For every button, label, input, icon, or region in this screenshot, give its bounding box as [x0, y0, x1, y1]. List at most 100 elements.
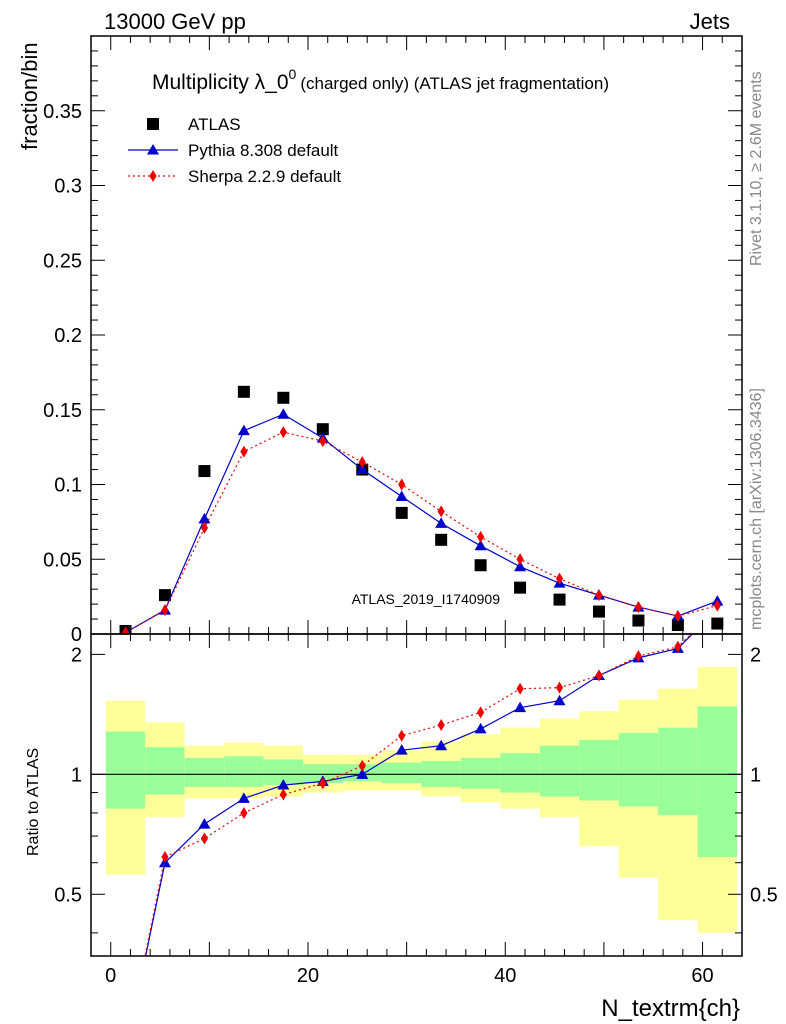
chart-title: Multiplicity λ_00 (charged only) (ATLAS j… — [152, 66, 609, 94]
ratio-data-point — [277, 779, 290, 790]
data-point — [671, 619, 684, 632]
data-point — [553, 593, 566, 606]
ratio-data-point — [674, 640, 682, 653]
legend-marker — [147, 144, 159, 155]
data-point — [277, 391, 290, 404]
y-axis-label: fraction/bin — [17, 42, 42, 150]
data-point — [634, 601, 643, 614]
data-point — [395, 490, 408, 501]
ratio-data-point — [198, 818, 211, 829]
header-left: 13000 GeV pp — [104, 9, 246, 34]
data-point — [595, 589, 603, 602]
x-tick-label: 60 — [691, 965, 713, 987]
ratio-data-point — [555, 681, 564, 694]
data-point — [395, 506, 408, 519]
ratio-data-point — [435, 739, 448, 751]
ratio-data-point — [358, 759, 366, 772]
ratio-plot-frame — [90, 633, 743, 957]
data-point — [713, 599, 721, 612]
x-axis-label: N_textrm{ch} — [601, 995, 740, 1022]
ratio-y-axis-label: Ratio to ATLAS — [25, 748, 42, 856]
ratio-band-inner — [658, 727, 698, 816]
data-point — [161, 604, 169, 617]
watermark: ATLAS_2019_I1740909 — [352, 591, 501, 607]
ratio-y-tick-label: 1 — [71, 764, 82, 786]
data-point — [121, 626, 130, 634]
data-point — [711, 617, 724, 630]
ratio-band-inner — [224, 756, 264, 787]
data-point — [437, 505, 445, 518]
y-tick-label: 0.3 — [54, 176, 82, 198]
ratio-data-point — [356, 768, 369, 779]
data-point — [632, 614, 645, 627]
ratio-data-point — [437, 718, 445, 731]
ratio-band-inner — [381, 762, 422, 784]
data-point — [200, 521, 209, 534]
legend-label: ATLAS — [188, 115, 241, 134]
ratio-y-tick-label: 2 — [71, 644, 82, 666]
data-point — [435, 533, 448, 546]
ratio-data-point — [398, 729, 406, 742]
data-point — [240, 445, 248, 458]
ratio-series-line — [145, 634, 694, 956]
legend-label: Pythia 8.308 default — [188, 141, 339, 160]
ratio-data-point — [474, 722, 487, 734]
ratio-band-inner — [618, 732, 659, 807]
y-tick-label: 0.25 — [43, 250, 82, 272]
legend-marker — [147, 118, 159, 130]
data-point — [555, 572, 564, 585]
data-point — [358, 456, 366, 469]
ratio-band-inner — [460, 757, 501, 789]
ratio-data-point — [279, 788, 287, 801]
ratio-data-point — [237, 792, 250, 803]
data-point — [435, 517, 448, 528]
ratio-y-tick-label: 0.5 — [54, 884, 82, 906]
ratio-y-tick-label-right: 1 — [750, 764, 761, 786]
y-tick-label: 0.2 — [54, 325, 82, 347]
data-point — [477, 530, 485, 543]
ratio-band-inner — [539, 745, 580, 797]
data-point — [319, 435, 327, 448]
ratio-data-point — [634, 650, 643, 663]
data-point — [592, 605, 605, 618]
ratio-y-tick-label-right: 2 — [750, 644, 761, 666]
ratio-data-point — [240, 806, 248, 819]
series-line — [125, 413, 718, 634]
ratio-data-point — [161, 851, 169, 864]
ratio-band-inner — [105, 731, 146, 809]
y-tick-label: 0.1 — [54, 475, 82, 497]
ratio-band-inner — [579, 739, 619, 801]
x-tick-label: 20 — [297, 965, 319, 987]
ratio-data-point — [516, 682, 524, 695]
ratio-band-inner — [184, 757, 225, 787]
data-point — [198, 465, 211, 478]
data-point — [277, 408, 290, 419]
ratio-band-inner — [500, 753, 540, 793]
x-tick-label: 0 — [105, 965, 116, 987]
data-point — [237, 424, 250, 436]
ratio-band-inner — [145, 747, 185, 795]
legend: ATLAS Pythia 8.308 default Sherpa 2.2.9 de… — [128, 115, 341, 186]
data-point — [474, 559, 487, 572]
x-tick-label: 40 — [494, 965, 516, 987]
data-point — [279, 426, 287, 439]
y-tick-label: 0.05 — [43, 549, 82, 571]
header-right: Jets — [690, 9, 730, 34]
ratio-data-point — [595, 669, 603, 682]
data-point — [516, 553, 524, 566]
y-tick-label: 0.15 — [43, 400, 82, 422]
data-point — [514, 560, 527, 572]
data-point — [198, 512, 211, 524]
y-tick-label: 0.35 — [43, 101, 82, 123]
ratio-y-tick-label-right: 0.5 — [750, 884, 778, 906]
data-point — [514, 581, 527, 594]
ratio-data-point — [395, 744, 408, 755]
ratio-data-point — [200, 832, 209, 845]
ratio-data-point — [553, 694, 566, 706]
data-point — [674, 610, 682, 623]
data-point — [316, 423, 329, 436]
data-point — [398, 478, 406, 491]
ratio-data-point — [477, 706, 485, 719]
mcplots-label: mcplots.cern.ch [arXiv:1306.3436] — [748, 388, 765, 630]
